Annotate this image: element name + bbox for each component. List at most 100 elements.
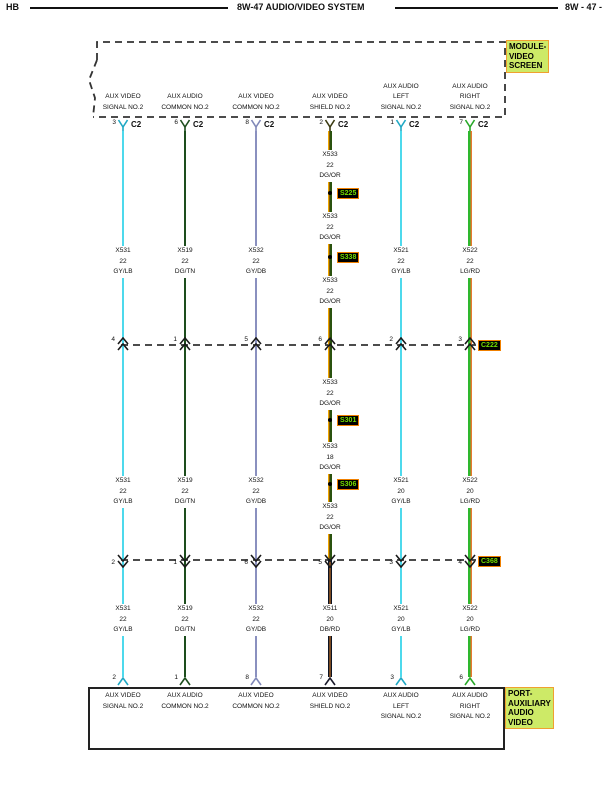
module-video-screen-label[interactable]: MODULE- VIDEO SCREEN (506, 40, 550, 73)
pin-number: 4 (111, 336, 115, 343)
connector-name: C2 (264, 120, 275, 129)
splice-ref[interactable]: S306 (337, 479, 360, 490)
component-pin-label: AUX AUDIO COMMON NO.2 (161, 93, 209, 111)
pin-number: 7 (319, 674, 323, 681)
splice-dot (328, 191, 332, 195)
pin-number: 4 (458, 559, 462, 566)
component-pin-label: AUX AUDIO LEFT SIGNAL NO.2 (380, 692, 422, 720)
wire-label: X519 22 DG/TN (171, 246, 199, 278)
wire-label: X522 20 LG/RD (457, 604, 483, 636)
pin-number: 6 (459, 674, 463, 681)
pin-number: 8 (245, 119, 249, 126)
connector-name: C2 (409, 120, 420, 129)
inline-connector-icon (179, 554, 191, 569)
pin-number: 3 (458, 336, 462, 343)
wire-segment (328, 131, 332, 560)
pin-number: 2 (112, 674, 116, 681)
component-pin-label: AUX AUDIO RIGHT SIGNAL NO.2 (449, 82, 491, 111)
wire-label: X532 22 GY/DB (242, 476, 270, 508)
inline-connector-icon (464, 554, 476, 569)
inline-connector-icon (395, 554, 407, 569)
inline-connector-icon (117, 337, 129, 352)
wire-label: X511 20 DB/RD (316, 604, 344, 636)
port-auxiliary-box (88, 687, 505, 750)
wire-label: X531 22 GY/LB (110, 246, 136, 278)
wire-segment (254, 131, 258, 677)
component-pin-label: AUX AUDIO LEFT SIGNAL NO.2 (380, 82, 422, 111)
connector-ref-c368[interactable]: C368 (478, 556, 501, 567)
port-auxiliary-audio-video-label[interactable]: PORT- AUXILIARY AUDIO VIDEO (505, 687, 554, 729)
wire-label: X532 22 GY/DB (242, 604, 270, 636)
wire-label: X532 22 GY/DB (242, 246, 270, 278)
splice-ref[interactable]: S338 (337, 252, 360, 263)
inline-connector-icon (324, 554, 336, 569)
splice-dot (328, 418, 332, 422)
wire-label: X531 22 GY/LB (110, 604, 136, 636)
component-pin-label: AUX AUDIO COMMON NO.2 (161, 692, 209, 710)
wire-label: X519 22 DG/TN (171, 476, 199, 508)
connector-name: C2 (131, 120, 142, 129)
splice-ref[interactable]: S225 (337, 188, 360, 199)
wire-segment (183, 131, 187, 677)
component-pin-label: AUX VIDEO COMMON NO.2 (232, 93, 280, 111)
header-rule-right (395, 7, 558, 9)
splice-ref[interactable]: S301 (337, 415, 360, 426)
connector-name: C2 (338, 120, 349, 129)
wire-label: X521 20 GY/LB (388, 604, 414, 636)
wire-label: X522 22 LG/RD (457, 246, 483, 278)
pin-number: 1 (174, 674, 178, 681)
wire-label: X533 18 DG/OR (316, 442, 344, 474)
pin-number: 3 (112, 119, 116, 126)
inline-connector-icon (179, 337, 191, 352)
page-title: 8W-47 AUDIO/VIDEO SYSTEM (237, 2, 365, 12)
page-header-right: 8W - 47 - (565, 2, 603, 12)
connector-chevron-icon (179, 677, 191, 686)
component-pin-label: AUX VIDEO SHIELD NO.2 (309, 692, 351, 710)
wire-label: X522 20 LG/RD (457, 476, 483, 508)
connector-chevron-icon (395, 677, 407, 686)
inline-connector-icon (395, 337, 407, 352)
splice-dot (328, 255, 332, 259)
header-rule-left (30, 7, 228, 9)
component-pin-label: AUX VIDEO SHIELD NO.2 (309, 93, 351, 111)
pin-number: 6 (174, 119, 178, 126)
connector-chevron-icon (324, 677, 336, 686)
pin-number: 8 (245, 674, 249, 681)
wire-segment (399, 131, 403, 677)
wire-label: X531 22 GY/LB (110, 476, 136, 508)
component-pin-label: AUX VIDEO COMMON NO.2 (232, 692, 280, 710)
wire-label: X533 22 DG/OR (316, 378, 344, 410)
wire-label: X519 22 DG/TN (171, 604, 199, 636)
pin-number: 1 (173, 336, 177, 343)
wire-label: X533 22 DG/OR (316, 212, 344, 244)
inline-connector-icon (324, 337, 336, 352)
pin-number: 3 (390, 674, 394, 681)
component-pin-label: AUX VIDEO SIGNAL NO.2 (102, 93, 144, 111)
pin-number: 2 (319, 119, 323, 126)
pin-number: 1 (390, 119, 394, 126)
pin-number: 6 (244, 559, 248, 566)
pin-number: 3 (389, 559, 393, 566)
wire-segment (468, 131, 472, 677)
wire-label: X521 22 GY/LB (388, 246, 414, 278)
pin-number: 7 (459, 119, 463, 126)
connector-name: C2 (193, 120, 204, 129)
pin-number: 5 (318, 559, 322, 566)
connector-ref-c222[interactable]: C222 (478, 340, 501, 351)
wire-label: X533 22 DG/OR (316, 276, 344, 308)
wire-label: X533 22 DG/OR (316, 502, 344, 534)
component-pin-label: AUX VIDEO SIGNAL NO.2 (102, 692, 144, 710)
pin-number: 1 (173, 559, 177, 566)
inline-connector-icon (250, 554, 262, 569)
pin-number: 2 (389, 336, 393, 343)
connector-chevron-icon (464, 677, 476, 686)
wire-label: X533 22 DG/OR (316, 150, 344, 182)
wire-label: X521 20 GY/LB (388, 476, 414, 508)
pin-number: 6 (318, 336, 322, 343)
component-pin-label: AUX AUDIO RIGHT SIGNAL NO.2 (449, 692, 491, 720)
wire-segment (121, 131, 125, 677)
connector-chevron-icon (117, 677, 129, 686)
connector-chevron-icon (250, 677, 262, 686)
